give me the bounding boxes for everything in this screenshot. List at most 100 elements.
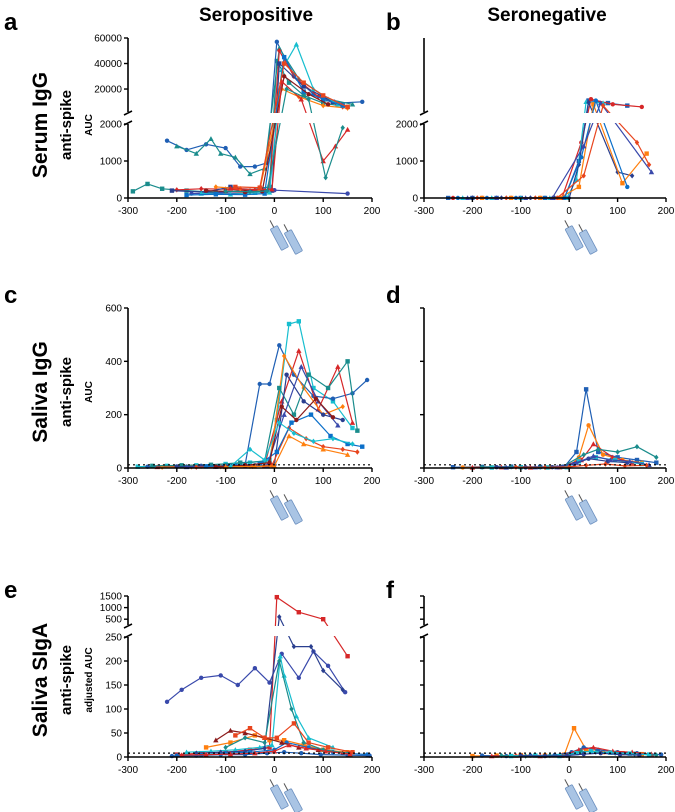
data-point (179, 687, 184, 692)
data-point (296, 610, 301, 615)
data-point (242, 192, 248, 197)
y-tick-label: 1000 (100, 157, 123, 168)
panel-letter: e (4, 577, 17, 604)
data-point (286, 742, 292, 748)
data-point (223, 188, 228, 195)
data-point (637, 752, 642, 758)
panel-a: a 0 1000 2000 20000 40000 60000 -300 -200 -100 0 10… (4, 9, 381, 255)
data-point (583, 387, 589, 392)
row-label-serum-igg: Serum IgG anti-spike AUC (29, 72, 95, 178)
data-point (281, 738, 287, 743)
data-point (342, 690, 348, 695)
data-point (262, 745, 267, 752)
data-point (298, 96, 304, 102)
data-point (286, 321, 292, 327)
data-point (277, 614, 282, 620)
y-tick-label: 400 (105, 357, 122, 368)
data-point (588, 97, 594, 102)
x-tick-label: 100 (609, 476, 626, 487)
x-tick-label: 200 (658, 476, 675, 487)
series-line (166, 650, 346, 703)
data-point (247, 446, 253, 453)
data-point (178, 752, 185, 758)
data-point (208, 462, 214, 467)
data-point (328, 433, 333, 439)
data-point (271, 463, 278, 469)
data-point (306, 91, 311, 97)
series-line (235, 722, 353, 753)
data-point (590, 441, 597, 447)
data-point (299, 750, 304, 756)
data-point (264, 188, 270, 194)
data-point (242, 730, 248, 736)
data-point (252, 164, 258, 169)
data-point (654, 752, 659, 758)
x-tick-label: 100 (315, 206, 332, 217)
data-point (355, 428, 360, 433)
data-point (627, 458, 633, 464)
data-point (313, 396, 319, 401)
data-point (586, 99, 591, 106)
data-point (593, 98, 599, 103)
data-point (291, 430, 297, 437)
x-tick-label: 100 (609, 765, 626, 776)
syringe-icon (269, 220, 303, 255)
data-point (296, 347, 302, 353)
data-point (135, 464, 140, 469)
data-point (349, 419, 356, 425)
panel-b: b 0 1000 2000 -300 -200 -100 0 100 200 (386, 9, 675, 255)
series-group (470, 726, 664, 759)
series-line (230, 80, 349, 191)
series-line (132, 60, 348, 193)
axis-break-mark (123, 110, 133, 116)
data-point (218, 749, 223, 755)
data-point (213, 192, 219, 197)
data-point (306, 372, 311, 377)
data-point (274, 735, 280, 740)
panel-c: c 0 200 400 600 -300 -200 -100 0 100 200 (4, 282, 381, 525)
row-label-sub: anti-spike (58, 645, 75, 715)
data-point (301, 84, 306, 89)
data-point (321, 102, 326, 109)
data-point (235, 682, 240, 688)
y-tick-label: 250 (105, 633, 122, 644)
data-point (277, 61, 282, 66)
syringe-icon (269, 490, 303, 525)
data-point (615, 449, 620, 455)
data-point (574, 449, 579, 455)
data-point (150, 463, 155, 469)
data-point (159, 186, 165, 191)
data-point (617, 752, 623, 757)
row-label-sub: anti-spike (58, 357, 75, 427)
panel-letter: f (386, 577, 395, 604)
data-point (277, 658, 282, 664)
data-point (281, 54, 287, 60)
data-point (330, 415, 336, 420)
series-line (452, 388, 657, 468)
data-point (277, 385, 282, 391)
y-tick-label: 1000 (396, 157, 419, 168)
series-line (196, 616, 344, 754)
data-point (291, 412, 297, 417)
data-point (213, 184, 219, 190)
panel-letter: a (4, 9, 18, 36)
data-point (228, 740, 233, 745)
data-point (247, 171, 253, 177)
data-point (294, 417, 299, 423)
y-tick-label: 0 (116, 464, 122, 475)
data-point (267, 745, 272, 750)
data-point (574, 750, 579, 756)
data-point (183, 749, 190, 755)
y-tick-label: 2000 (396, 120, 419, 131)
row-label-unit: AUC (84, 114, 95, 136)
data-point (345, 359, 350, 364)
data-point (301, 80, 306, 85)
data-point (184, 192, 189, 198)
axis-break-mark (419, 110, 429, 116)
x-tick-label: -100 (511, 206, 531, 217)
data-point (203, 464, 209, 469)
data-point (305, 735, 312, 740)
data-point (284, 372, 289, 377)
data-point (164, 699, 170, 704)
data-point (581, 451, 586, 458)
